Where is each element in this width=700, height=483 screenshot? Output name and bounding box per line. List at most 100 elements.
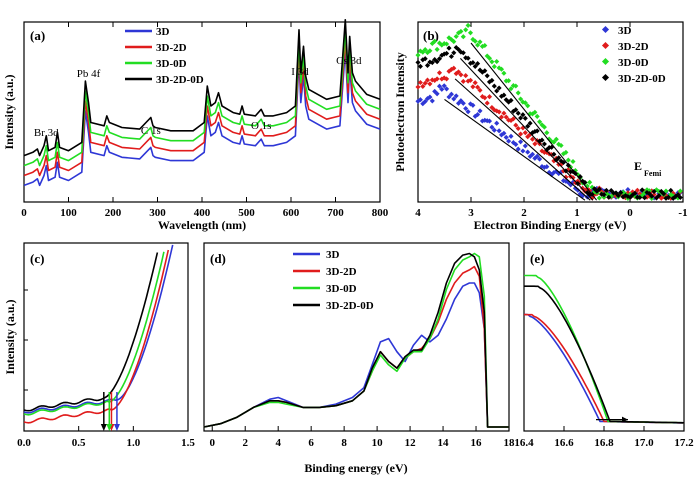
- panel-c-series-3D-2D: [23, 249, 170, 424]
- panel-b-point-3D-0D: [551, 139, 557, 145]
- panel-d-series-3D-2D-0D: [203, 252, 509, 428]
- panel-a-x-tick-label: 0: [21, 207, 27, 219]
- panel-e-shift-arrowhead: [622, 416, 628, 423]
- panel-b-point-3D: [489, 124, 495, 130]
- panel-e-frame: [523, 242, 685, 432]
- panel-c-label: (c): [30, 251, 44, 266]
- panel-b-efermi-label: E: [634, 159, 642, 173]
- panel-c-onset-arrowhead: [113, 424, 120, 431]
- panel-b-point-3D: [508, 133, 514, 139]
- panel-d-x-tick-label: 6: [308, 437, 314, 449]
- panel-b-efermi-subscript: Femi: [644, 169, 662, 178]
- panel-b-fit-line: [459, 57, 594, 201]
- panel-b-point-3D-2D-0D: [446, 45, 452, 51]
- panel-a-series-3D-2D-0D: [23, 18, 381, 157]
- panel-b-point-3D: [522, 143, 528, 149]
- panel-b-point-3D-0D: [453, 33, 459, 40]
- panel-b-point-3D-0D: [434, 46, 440, 52]
- panel-a-x-tick-label: 600: [283, 207, 300, 219]
- panel-b-point-3D: [494, 120, 500, 126]
- panel-b-legend-marker: [601, 25, 610, 34]
- panel-b-legend-marker: [601, 41, 610, 50]
- panel-d-x-tick-label: 16: [471, 437, 483, 449]
- panel-d-legend-label: 3D: [326, 249, 340, 261]
- panel-b-x-label: Electron Binding Energy (eV): [474, 218, 627, 232]
- panel-b-point-3D: [496, 128, 502, 134]
- panel-d-x-tick-label: 4: [275, 437, 281, 449]
- panel-b-point-3D: [520, 148, 526, 154]
- panel-b-point-3D-2D: [634, 187, 640, 193]
- panel-b-point-3D-2D-0D: [417, 63, 423, 69]
- panel-b-point-3D-0D: [432, 38, 438, 44]
- panel-b-point-3D-2D-0D: [551, 151, 557, 157]
- panel-c-x-tick-label: 1.5: [181, 437, 195, 449]
- panel-b-point-3D: [525, 149, 531, 155]
- panel-b-point-3D-0D: [534, 113, 540, 119]
- panel-b-x-tick-label: 4: [415, 207, 421, 219]
- panel-b-point-3D: [513, 141, 519, 147]
- panel-b-point-3D-0D: [491, 64, 497, 70]
- panel-a-series-3D: [23, 48, 381, 187]
- panel-c-series-3D-0D: [23, 251, 165, 416]
- panel-b-point-3D-2D: [503, 114, 509, 120]
- panel-b-point-3D-2D: [427, 81, 433, 87]
- panel-b-point-3D-0D: [472, 38, 478, 44]
- panel-c: (c) Intensity (a.u.) 0.0 0.5 1.0 1.5: [3, 242, 195, 449]
- panel-a-series-3D-2D: [23, 38, 381, 177]
- panel-b-point-3D-2D: [522, 130, 528, 136]
- panel-e-x-tick-label: 17.0: [634, 437, 654, 449]
- panel-b-point-3D-0D: [501, 70, 507, 76]
- panel-d-legend-label: 3D-2D: [326, 266, 357, 278]
- panel-d-legend-label: 3D-0D: [326, 283, 357, 295]
- panel-c-onset-arrowhead: [100, 424, 107, 431]
- panel-b-point-3D-2D: [475, 84, 481, 90]
- panel-b-legend-label: 3D-0D: [618, 57, 649, 69]
- panel-b-point-3D-2D: [501, 110, 507, 116]
- panel-c-series-3D: [23, 244, 174, 414]
- panel-b-x-tick-label: 3: [468, 207, 474, 219]
- panel-d-label: (d): [210, 251, 226, 266]
- panel-b-x-tick-label: -1: [678, 207, 687, 219]
- panel-b-point-3D-2D: [422, 80, 428, 86]
- panel-b-point-3D-0D: [506, 78, 512, 84]
- panel-b-point-3D-2D-0D: [639, 187, 645, 193]
- panel-b-point-3D-0D: [415, 52, 421, 58]
- panel-b-point-3D-0D: [570, 158, 576, 165]
- panel-b-fit-line: [444, 98, 586, 201]
- panel-b-point-3D-0D: [460, 34, 466, 40]
- panel-b-point-3D-2D-0D: [665, 194, 671, 200]
- panel-d-x-tick-label: 18: [504, 437, 516, 449]
- panel-a-peak-label: I 3d: [291, 66, 309, 78]
- panel-a-x-tick-label: 100: [60, 207, 77, 219]
- panel-b-point-3D: [503, 134, 509, 140]
- panel-b-point-3D-2D-0D: [541, 141, 547, 147]
- panel-e-x-tick-label: 16.4: [514, 437, 534, 449]
- panel-e-series-3D-2D-0D: [524, 285, 685, 424]
- panel-a-peak-label: C 1s: [141, 125, 161, 137]
- panel-a-x-tick-label: 500: [238, 207, 255, 219]
- panel-e-x-tick-label: 16.6: [554, 437, 574, 449]
- panel-e: (e) 16.4 16.6 16.8 17.0 17.2: [514, 242, 694, 449]
- panel-a-legend-label: 3D: [156, 26, 170, 38]
- panel-a-x-tick-label: 800: [372, 207, 389, 219]
- panel-b-point-3D: [491, 127, 497, 133]
- panel-a-x-tick-label: 200: [105, 207, 122, 219]
- panel-a-legend-label: 3D-0D: [156, 58, 187, 70]
- panel-b-point-3D-2D: [470, 84, 476, 90]
- panel-b-point-3D-0D: [463, 27, 469, 33]
- panel-d-series-3D-0D: [203, 252, 509, 428]
- panel-a-y-label: Intensity (a.u.): [2, 74, 16, 149]
- panel-b-frame: [417, 21, 684, 203]
- panel-a-x-tick-label: 400: [194, 207, 211, 219]
- panel-b-point-3D-2D: [436, 70, 443, 76]
- panel-b-point-3D-0D: [444, 41, 450, 47]
- panel-b-legend-marker: [601, 57, 610, 66]
- panel-b-x-tick-label: 2: [521, 207, 527, 219]
- panel-d-x-tick-label: 14: [438, 437, 450, 449]
- panel-b-y-label: Photoelectron Intensity: [393, 52, 407, 171]
- panel-d-series-3D: [203, 282, 509, 428]
- panel-d-x-tick-label: 2: [242, 437, 248, 449]
- panel-a-peak-label: O 1s: [251, 120, 271, 132]
- panel-c-onset-arrowhead: [106, 424, 113, 431]
